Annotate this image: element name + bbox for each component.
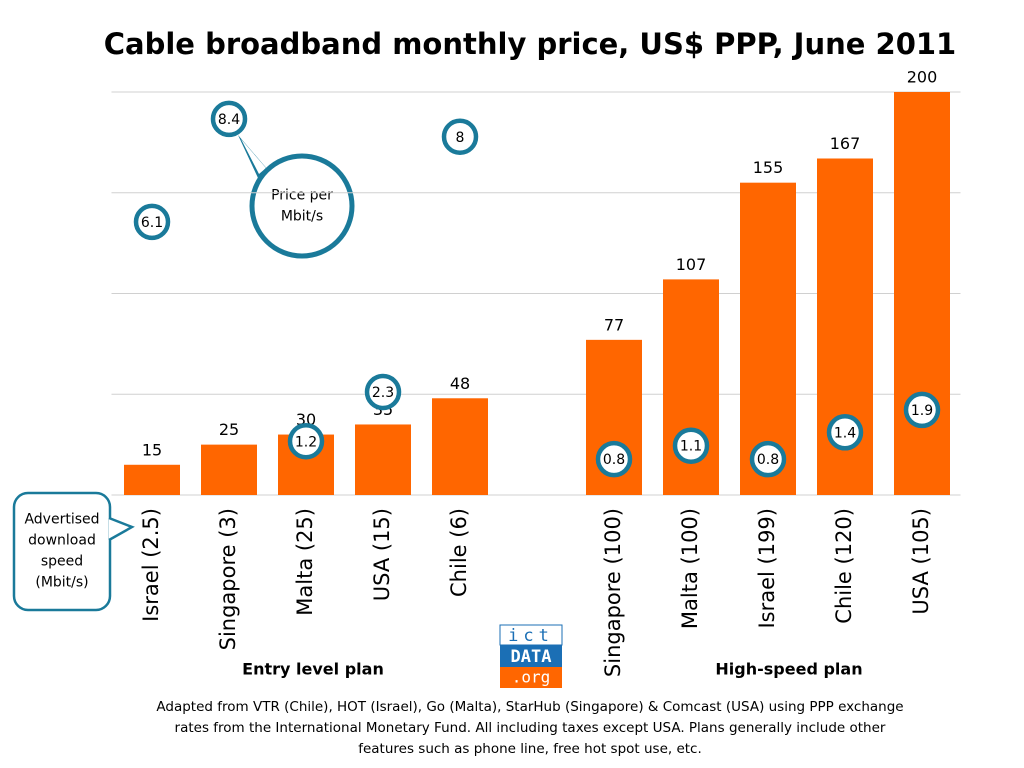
x-tick-label: Malta (100) bbox=[678, 508, 702, 629]
group-label: High-speed plan bbox=[715, 660, 862, 679]
logo-text: DATA bbox=[511, 647, 552, 667]
value-label: 200 bbox=[907, 68, 938, 87]
bar bbox=[432, 398, 488, 495]
price-per-mbit-marker bbox=[903, 391, 941, 429]
footnote: Adapted from VTR (Chile), HOT (Israel), … bbox=[156, 699, 903, 715]
bar bbox=[355, 424, 411, 495]
price-per-mbit-label: 8.4 bbox=[218, 112, 240, 128]
price-per-mbit-marker bbox=[287, 423, 325, 460]
bar bbox=[894, 92, 950, 495]
logo-text: ict bbox=[508, 626, 554, 646]
logo-text: .org bbox=[512, 668, 551, 687]
x-tick-label: USA (15) bbox=[370, 508, 394, 601]
value-label: 155 bbox=[753, 158, 784, 177]
callout-bubble bbox=[249, 153, 355, 259]
price-per-mbit-label: 1.9 bbox=[911, 403, 933, 419]
value-label: 48 bbox=[450, 374, 470, 393]
callout-tail-fill bbox=[241, 139, 266, 174]
bar bbox=[201, 444, 257, 495]
callout-tail bbox=[108, 516, 135, 542]
bar bbox=[124, 464, 180, 495]
value-label: 167 bbox=[830, 134, 861, 153]
price-per-mbit-marker bbox=[749, 440, 787, 478]
price-per-mbit-label: 0.8 bbox=[757, 452, 779, 468]
x-tick-label: Chile (6) bbox=[447, 508, 471, 597]
price-per-mbit-marker bbox=[826, 414, 864, 451]
group-label: Entry level plan bbox=[242, 660, 384, 679]
value-label: 25 bbox=[219, 420, 239, 439]
price-per-mbit-label: 2.3 bbox=[372, 385, 394, 401]
x-tick-label: Singapore (100) bbox=[601, 508, 625, 677]
x-tick-label: Singapore (3) bbox=[216, 508, 240, 650]
logo-top bbox=[499, 624, 563, 646]
price-per-mbit-marker bbox=[595, 440, 633, 478]
price-per-mbit-label: 0.8 bbox=[603, 452, 625, 468]
callout-box bbox=[12, 491, 112, 612]
x-tick-label: USA (105) bbox=[909, 508, 933, 615]
price-per-mbit-marker bbox=[672, 427, 710, 464]
price-per-mbit-marker bbox=[210, 100, 248, 138]
footnote: rates from the International Monetary Fu… bbox=[175, 720, 886, 736]
value-label: 15 bbox=[142, 440, 162, 459]
price-per-mbit-label: 6.1 bbox=[141, 215, 163, 231]
price-per-mbit-label: 8 bbox=[456, 130, 465, 146]
price-per-mbit-label: 1.1 bbox=[680, 439, 702, 455]
price-per-mbit-label: 1.4 bbox=[834, 425, 856, 441]
x-tick-label: Malta (25) bbox=[293, 508, 317, 616]
footnote: features such as phone line, free hot sp… bbox=[358, 741, 702, 757]
price-per-mbit-marker bbox=[441, 118, 479, 156]
price-per-mbit-marker bbox=[364, 373, 402, 411]
x-tick-label: Israel (2.5) bbox=[139, 508, 163, 622]
chart-title: Cable broadband monthly price, US$ PPP, … bbox=[104, 27, 956, 61]
price-per-mbit-marker bbox=[133, 203, 171, 241]
value-label: 77 bbox=[604, 315, 624, 334]
logo-bottom bbox=[500, 667, 562, 688]
x-tick-label: Israel (199) bbox=[755, 508, 779, 629]
callout-text: Price per Mbit/s bbox=[271, 188, 333, 225]
price-per-mbit-label: 1.2 bbox=[295, 434, 317, 450]
x-tick-label: Chile (120) bbox=[832, 508, 856, 624]
value-label: 107 bbox=[676, 255, 707, 274]
callout-text: Advertised download speed (Mbit/s) bbox=[24, 512, 99, 591]
